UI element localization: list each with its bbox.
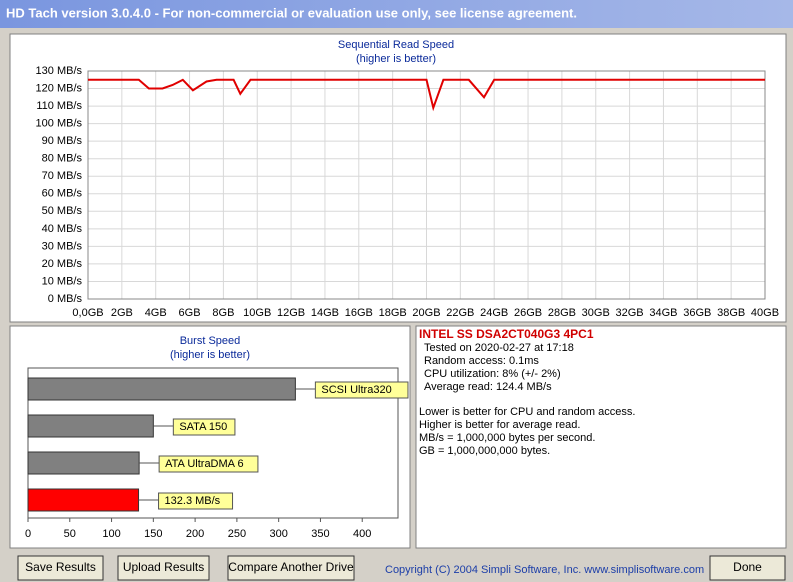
x-tick-label: 350 [311,528,329,540]
read-line [88,78,765,112]
x-tick-label: 20GB [412,307,440,319]
x-tick-label: 30GB [582,307,610,319]
x-tick-label: 400 [353,528,371,540]
drive-name: INTEL SS DSA2CT040G3 4PC1 [419,327,594,341]
label-box [314,381,409,399]
info-note: MB/s = 1,000,000 bytes per second. [419,432,595,444]
info-line: Random access: 0.1ms [424,355,539,367]
y-tick-label: 120 MB/s [36,82,83,94]
bar-label: SATA 150 [179,421,227,433]
x-tick-label: 200 [186,528,204,540]
x-tick-label: 32GB [616,307,644,319]
button[interactable]: Save Results [17,555,104,581]
y-tick-label: 110 MB/s [36,100,82,112]
button-label[interactable]: Done [733,560,762,574]
info-note: Lower is better for CPU and random acces… [419,406,635,418]
info-panel [415,325,787,549]
y-tick-label: 70 MB/s [42,170,83,182]
bar-label: SCSI Ultra320 [321,384,391,396]
burst-chart: 0 50 100 150 200 250 300 350 400 SCSI Ultra320 SAT… [25,367,409,540]
button[interactable]: Done [709,555,786,581]
x-tick-label: 14GB [311,307,339,319]
x-tick-label: 12GB [277,307,305,319]
y-tick-label: 0 MB/s [48,293,83,305]
y-tick-label: 100 MB/s [36,118,83,130]
y-tick-label: 130 MB/s [36,65,83,77]
chart-subtitle: (higher is better) [170,349,250,361]
x-tick-label: 16GB [345,307,373,319]
plot-frame [87,70,766,300]
y-tick-label: 80 MB/s [42,153,83,165]
button-face[interactable] [709,555,786,581]
x-tick-label: 36GB [683,307,711,319]
chart-title: Sequential Read Speed [338,39,454,51]
button-face[interactable] [227,555,355,581]
read-panel [9,33,787,323]
x-tick-label: 250 [228,528,246,540]
x-tick-label: 50 [64,528,76,540]
y-tick-label: 90 MB/s [42,135,83,147]
info-note: Higher is better for average read. [419,419,580,431]
y-tick-label: 10 MB/s [42,275,83,287]
x-tick-label: 150 [144,528,162,540]
button-label[interactable]: Compare Another Drive [228,560,354,574]
button-label[interactable]: Upload Results [123,560,204,574]
window-title: HD Tach version 3.0.4.0 - For non-commer… [6,5,577,20]
bar [27,488,140,512]
title-bar [0,0,793,28]
bar [27,451,140,475]
bar-label: ATA UltraDMA 6 [165,458,243,470]
label-box [172,418,236,436]
x-tick-label: 28GB [548,307,576,319]
bar-label: 132.3 MB/s [165,495,221,507]
x-tick-label: 40GB [751,307,779,319]
chart-subtitle: (higher is better) [356,53,436,65]
y-tick-label: 30 MB/s [42,240,83,252]
x-tick-label: 6GB [179,307,201,319]
label-box [158,455,259,473]
x-tick-label: 18GB [379,307,407,319]
bar [27,377,296,401]
x-tick-label: 4GB [145,307,167,319]
info-line: Tested on 2020-02-27 at 17:18 [424,342,574,354]
button-face[interactable] [117,555,210,581]
button[interactable]: Upload Results [117,555,210,581]
x-tick-label: 10GB [243,307,271,319]
button-label[interactable]: Save Results [25,560,96,574]
x-tick-label: 8GB [212,307,234,319]
buttons: Save Results Upload Results Compare Anothe… [17,555,786,581]
x-tick-label: 22GB [446,307,474,319]
copyright: Copyright (C) 2004 Simpli Software, Inc.… [385,564,704,576]
button[interactable]: Compare Another Drive [227,555,355,581]
info-line: CPU utilization: 8% (+/- 2%) [424,368,561,380]
x-tick-label: 0,0GB [72,307,103,319]
x-tick-label: 100 [102,528,120,540]
info-line: Average read: 124.4 MB/s [424,381,552,393]
x-tick-label: 38GB [717,307,745,319]
x-tick-label: 24GB [480,307,508,319]
plot-frame [27,367,399,519]
x-tick-label: 2GB [111,307,133,319]
button-face[interactable] [17,555,104,581]
y-tick-label: 20 MB/s [42,258,83,270]
x-tick-label: 26GB [514,307,542,319]
label-box [158,492,234,510]
chart-title: Burst Speed [180,335,241,347]
bar [27,414,154,438]
info-note: GB = 1,000,000,000 bytes. [419,445,550,457]
read-chart: 0 MB/s 10 MB/s 20 MB/s 30 MB/s 40 MB/s 50 MB/… [36,65,780,319]
y-tick-label: 50 MB/s [42,205,83,217]
x-tick-label: 0 [25,528,31,540]
x-tick-label: 300 [269,528,287,540]
x-tick-label: 34GB [649,307,677,319]
y-tick-label: 40 MB/s [42,223,83,235]
y-tick-label: 60 MB/s [42,188,83,200]
